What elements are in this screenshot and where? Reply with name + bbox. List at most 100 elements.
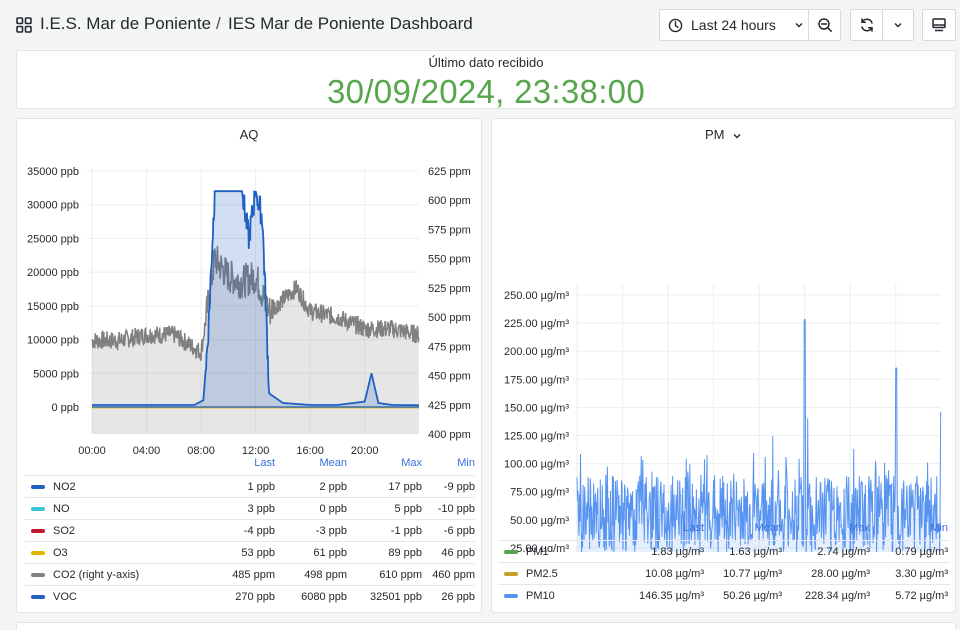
series-min: 26 ppb <box>441 591 475 603</box>
pm-legend-sort-max[interactable]: Max <box>849 522 870 534</box>
series-color-swatch[interactable] <box>504 572 518 576</box>
pm-y-tick-label: 75.00 µg/m³ <box>510 487 569 499</box>
pm-legend-row[interactable]: PM10 146.35 µg/m³ 50.26 µg/m³ 228.34 µg/m³ 5… <box>498 584 950 606</box>
series-name[interactable]: NO2 <box>53 481 76 493</box>
series-max: 28.00 µg/m³ <box>811 568 870 580</box>
series-min: -9 ppb <box>443 481 475 493</box>
series-name[interactable]: CO2 (right y-axis) <box>53 569 140 581</box>
pm-panel-title[interactable]: PM <box>492 127 955 142</box>
latest-data-value: 30/09/2024, 23:38:00 <box>327 73 645 110</box>
pm-legend-row[interactable]: PM2.5 10.08 µg/m³ 10.77 µg/m³ 28.00 µg/m³ 3.… <box>498 562 950 584</box>
time-range-picker[interactable]: Last 24 hours <box>659 9 809 41</box>
breadcrumb-dashboard[interactable]: IES Mar de Poniente Dashboard <box>228 14 473 33</box>
aq-legend-sort-mean[interactable]: Mean <box>319 457 347 469</box>
aq-right-tick-label: 500 ppm <box>428 312 471 324</box>
aq-right-tick-label: 575 ppm <box>428 224 471 236</box>
pm-y-tick-label: 25.00 µg/m³ <box>510 543 569 552</box>
aq-legend-row[interactable]: VOC 270 ppb 6080 ppb 32501 ppb 26 ppb <box>25 585 475 607</box>
series-mean: 61 ppb <box>313 547 347 559</box>
series-mean: 1.63 µg/m³ <box>729 546 782 558</box>
series-color-swatch[interactable] <box>31 507 45 511</box>
aq-legend-sort-min[interactable]: Min <box>457 457 475 469</box>
next-panel <box>16 622 956 630</box>
series-mean: 0 ppb <box>319 503 347 515</box>
pm-legend: Last Mean Max Min PM1 1.83 µg/m³ 1.63 µg/m³ 2.7… <box>498 522 950 612</box>
series-max: 610 ppm <box>379 569 422 581</box>
refresh-icon <box>860 18 873 32</box>
aq-chart[interactable]: 35000 ppb 30000 ppb 25000 ppb 20000 ppb 1500… <box>17 157 483 487</box>
aq-right-tick-label: 600 ppm <box>428 195 471 207</box>
series-name[interactable]: O3 <box>53 547 68 559</box>
aq-legend-row[interactable]: CO2 (right y-axis) 485 ppm 498 ppm 610 ppm 4… <box>25 563 475 585</box>
pm-legend-sort-mean[interactable]: Mean <box>754 522 782 534</box>
pm-panel: PM 250.00 µg/m³ 225.00 µg/m³ 200.00 µg/m³ 1… <box>491 118 956 613</box>
apps-grid-icon[interactable] <box>16 17 32 33</box>
pm-legend-row[interactable]: PM1 1.83 µg/m³ 1.63 µg/m³ 2.74 µg/m³ 0.79 µg… <box>498 540 950 562</box>
series-name[interactable]: PM1 <box>526 546 549 558</box>
series-last: 3 ppb <box>247 503 275 515</box>
chevron-down-icon <box>795 23 803 28</box>
chevron-down-icon <box>733 133 741 139</box>
series-max: 17 ppb <box>388 481 422 493</box>
series-name[interactable]: PM2.5 <box>526 568 558 580</box>
series-max: 2.74 µg/m³ <box>817 546 870 558</box>
series-mean: 2 ppb <box>319 481 347 493</box>
refresh-button[interactable] <box>850 9 883 41</box>
series-min: 460 ppm <box>432 569 475 581</box>
aq-left-tick-label: 35000 ppb <box>27 166 79 178</box>
aq-right-tick-label: 475 ppm <box>428 341 471 353</box>
aq-right-tick-label: 550 ppm <box>428 254 471 266</box>
series-color-swatch[interactable] <box>31 551 45 555</box>
aq-right-tick-label: 450 ppm <box>428 371 471 383</box>
series-color-swatch[interactable] <box>31 595 45 599</box>
aq-legend-sort-max[interactable]: Max <box>401 457 422 469</box>
series-color-swatch[interactable] <box>31 485 45 489</box>
aq-x-tick-label: 12:00 <box>242 445 270 457</box>
series-last: 1.83 µg/m³ <box>651 546 704 558</box>
series-last: 146.35 µg/m³ <box>638 590 704 602</box>
aq-left-tick-label: 25000 ppb <box>27 233 79 245</box>
aq-legend-row[interactable]: NO2 1 ppb 2 ppb 17 ppb -9 ppb <box>25 475 475 497</box>
pm-grid <box>576 283 941 552</box>
zoom-out-icon <box>817 18 832 32</box>
series-name[interactable]: PM10 <box>526 590 555 602</box>
aq-legend-row[interactable]: NO 3 ppb 0 ppb 5 ppb -10 ppb <box>25 497 475 519</box>
co2-area <box>92 246 419 434</box>
series-max: -1 ppb <box>390 525 422 537</box>
breadcrumb-org[interactable]: I.E.S. Mar de Poniente <box>40 14 212 33</box>
series-color-swatch[interactable] <box>504 594 518 598</box>
aq-x-tick-label: 20:00 <box>351 445 379 457</box>
series-name[interactable]: VOC <box>53 591 77 603</box>
series-last: 10.08 µg/m³ <box>645 568 704 580</box>
series-name[interactable]: SO2 <box>53 525 76 537</box>
voc-area <box>92 190 419 407</box>
aq-left-tick-label: 20000 ppb <box>27 267 79 279</box>
series-color-swatch[interactable] <box>504 550 518 554</box>
zoom-out-button[interactable] <box>808 9 841 41</box>
refresh-interval-dropdown[interactable] <box>882 9 914 41</box>
chevron-down-icon <box>894 23 902 28</box>
aq-panel-title[interactable]: AQ <box>239 127 259 142</box>
pm-chart[interactable]: 250.00 µg/m³ 225.00 µg/m³ 200.00 µg/m³ 175.… <box>492 157 957 552</box>
pm-legend-header: Last Mean Max Min <box>498 522 950 536</box>
series-color-swatch[interactable] <box>31 529 45 533</box>
aq-panel: AQ 35000 ppb 30000 ppb 25000 ppb 20000 ppb 1… <box>16 118 482 613</box>
aq-legend-sort-last[interactable]: Last <box>254 457 275 469</box>
pm-legend-sort-last[interactable]: Last <box>683 522 704 534</box>
series-last: 1 ppb <box>247 481 275 493</box>
series-min: -6 ppb <box>443 525 475 537</box>
aq-left-tick-label: 5000 ppb <box>33 368 79 380</box>
aq-left-tick-label: 15000 ppb <box>27 301 79 313</box>
series-min: 5.72 µg/m³ <box>895 590 948 602</box>
aq-legend-row[interactable]: O3 53 ppb 61 ppb 89 ppb 46 ppb <box>25 541 475 563</box>
pm-title-text: PM <box>704 127 725 142</box>
tv-mode-button[interactable] <box>922 9 956 41</box>
series-min: 0.79 µg/m³ <box>895 546 948 558</box>
pm-legend-sort-min[interactable]: Min <box>930 522 948 534</box>
aq-legend-row[interactable]: SO2 -4 ppb -3 ppb -1 ppb -6 ppb <box>25 519 475 541</box>
series-name[interactable]: NO <box>53 503 70 515</box>
series-color-swatch[interactable] <box>31 573 45 577</box>
latest-data-panel: Último dato recibido 30/09/2024, 23:38:0… <box>16 50 956 110</box>
aq-x-tick-label: 00:00 <box>78 445 106 457</box>
series-last: 485 ppm <box>232 569 275 581</box>
